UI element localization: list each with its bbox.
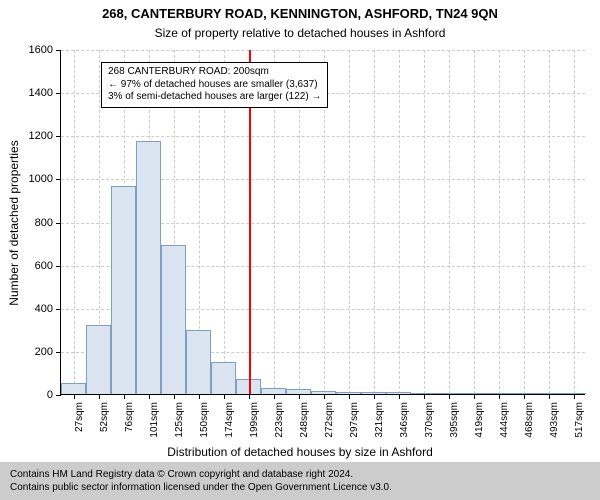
- gridline-v: [474, 50, 475, 394]
- x-tick-label: 297sqm: [349, 402, 360, 438]
- x-tick-mark: [199, 394, 200, 399]
- x-tick-label: 395sqm: [449, 402, 460, 438]
- annotation-line: 3% of semi-detached houses are larger (1…: [108, 91, 321, 104]
- y-tick-label: 400: [35, 303, 53, 315]
- x-tick-label: 125sqm: [174, 402, 185, 438]
- x-tick-label: 444sqm: [499, 402, 510, 438]
- histogram-bar: [186, 330, 211, 394]
- x-tick-label: 174sqm: [224, 402, 235, 438]
- y-tick-mark: [56, 223, 61, 224]
- x-tick-label: 199sqm: [249, 402, 260, 438]
- histogram-bar: [111, 186, 136, 394]
- x-tick-mark: [174, 394, 175, 399]
- y-tick-mark: [56, 93, 61, 94]
- y-tick-mark: [56, 395, 61, 396]
- gridline-v: [499, 50, 500, 394]
- y-tick-mark: [56, 266, 61, 267]
- y-tick-label: 1200: [29, 130, 53, 142]
- x-tick-label: 468sqm: [524, 402, 535, 438]
- x-tick-mark: [224, 394, 225, 399]
- x-tick-mark: [474, 394, 475, 399]
- x-tick-label: 52sqm: [99, 402, 110, 432]
- x-tick-label: 370sqm: [424, 402, 435, 438]
- footer-line-2: Contains public sector information licen…: [10, 481, 590, 494]
- gridline-v: [74, 50, 75, 394]
- y-tick-label: 1600: [29, 44, 53, 56]
- x-tick-mark: [549, 394, 550, 399]
- footer-line-1: Contains HM Land Registry data © Crown c…: [10, 468, 590, 481]
- chart-title: 268, CANTERBURY ROAD, KENNINGTON, ASHFOR…: [0, 6, 600, 21]
- x-tick-mark: [249, 394, 250, 399]
- histogram-bar: [61, 383, 86, 394]
- y-tick-mark: [56, 309, 61, 310]
- histogram-bar: [161, 245, 186, 394]
- x-tick-label: 517sqm: [574, 402, 585, 438]
- annotation-line: ← 97% of detached houses are smaller (3,…: [108, 79, 321, 92]
- gridline-v: [399, 50, 400, 394]
- x-tick-label: 419sqm: [474, 402, 485, 438]
- gridline-v: [349, 50, 350, 394]
- x-tick-label: 101sqm: [149, 402, 160, 438]
- y-tick-mark: [56, 136, 61, 137]
- annotation-line: 268 CANTERBURY ROAD: 200sqm: [108, 66, 321, 79]
- y-tick-label: 600: [35, 260, 53, 272]
- annotation-box: 268 CANTERBURY ROAD: 200sqm← 97% of deta…: [101, 62, 328, 108]
- y-axis-label: Number of detached properties: [7, 140, 21, 305]
- y-tick-label: 0: [47, 389, 53, 401]
- y-tick-mark: [56, 50, 61, 51]
- gridline-v: [424, 50, 425, 394]
- x-tick-mark: [99, 394, 100, 399]
- y-tick-label: 1000: [29, 173, 53, 185]
- x-tick-label: 493sqm: [549, 402, 560, 438]
- y-tick-label: 800: [35, 217, 53, 229]
- x-tick-mark: [299, 394, 300, 399]
- x-tick-label: 272sqm: [324, 402, 335, 438]
- y-tick-label: 200: [35, 346, 53, 358]
- x-axis-label: Distribution of detached houses by size …: [0, 445, 600, 459]
- x-tick-mark: [74, 394, 75, 399]
- x-tick-mark: [149, 394, 150, 399]
- x-tick-label: 248sqm: [299, 402, 310, 438]
- x-tick-label: 321sqm: [374, 402, 385, 438]
- x-tick-mark: [124, 394, 125, 399]
- x-tick-mark: [374, 394, 375, 399]
- y-tick-label: 1400: [29, 87, 53, 99]
- histogram-bar: [136, 141, 161, 394]
- x-tick-mark: [449, 394, 450, 399]
- x-tick-mark: [424, 394, 425, 399]
- gridline-v: [524, 50, 525, 394]
- y-tick-mark: [56, 179, 61, 180]
- footer: Contains HM Land Registry data © Crown c…: [0, 462, 600, 500]
- gridline-v: [449, 50, 450, 394]
- x-tick-mark: [499, 394, 500, 399]
- x-tick-label: 76sqm: [124, 402, 135, 432]
- y-tick-mark: [56, 352, 61, 353]
- x-tick-label: 223sqm: [274, 402, 285, 438]
- x-tick-label: 346sqm: [399, 402, 410, 438]
- histogram-bar: [86, 325, 111, 394]
- x-tick-mark: [399, 394, 400, 399]
- x-tick-mark: [574, 394, 575, 399]
- x-tick-label: 150sqm: [199, 402, 210, 438]
- plot-area: 0200400600800100012001400160027sqm52sqm7…: [60, 50, 585, 395]
- gridline-v: [374, 50, 375, 394]
- chart-subtitle: Size of property relative to detached ho…: [0, 26, 600, 40]
- gridline-v: [574, 50, 575, 394]
- x-tick-mark: [324, 394, 325, 399]
- histogram-bar: [211, 362, 236, 394]
- x-tick-mark: [349, 394, 350, 399]
- x-tick-label: 27sqm: [74, 402, 85, 432]
- x-tick-mark: [274, 394, 275, 399]
- x-tick-mark: [524, 394, 525, 399]
- gridline-v: [549, 50, 550, 394]
